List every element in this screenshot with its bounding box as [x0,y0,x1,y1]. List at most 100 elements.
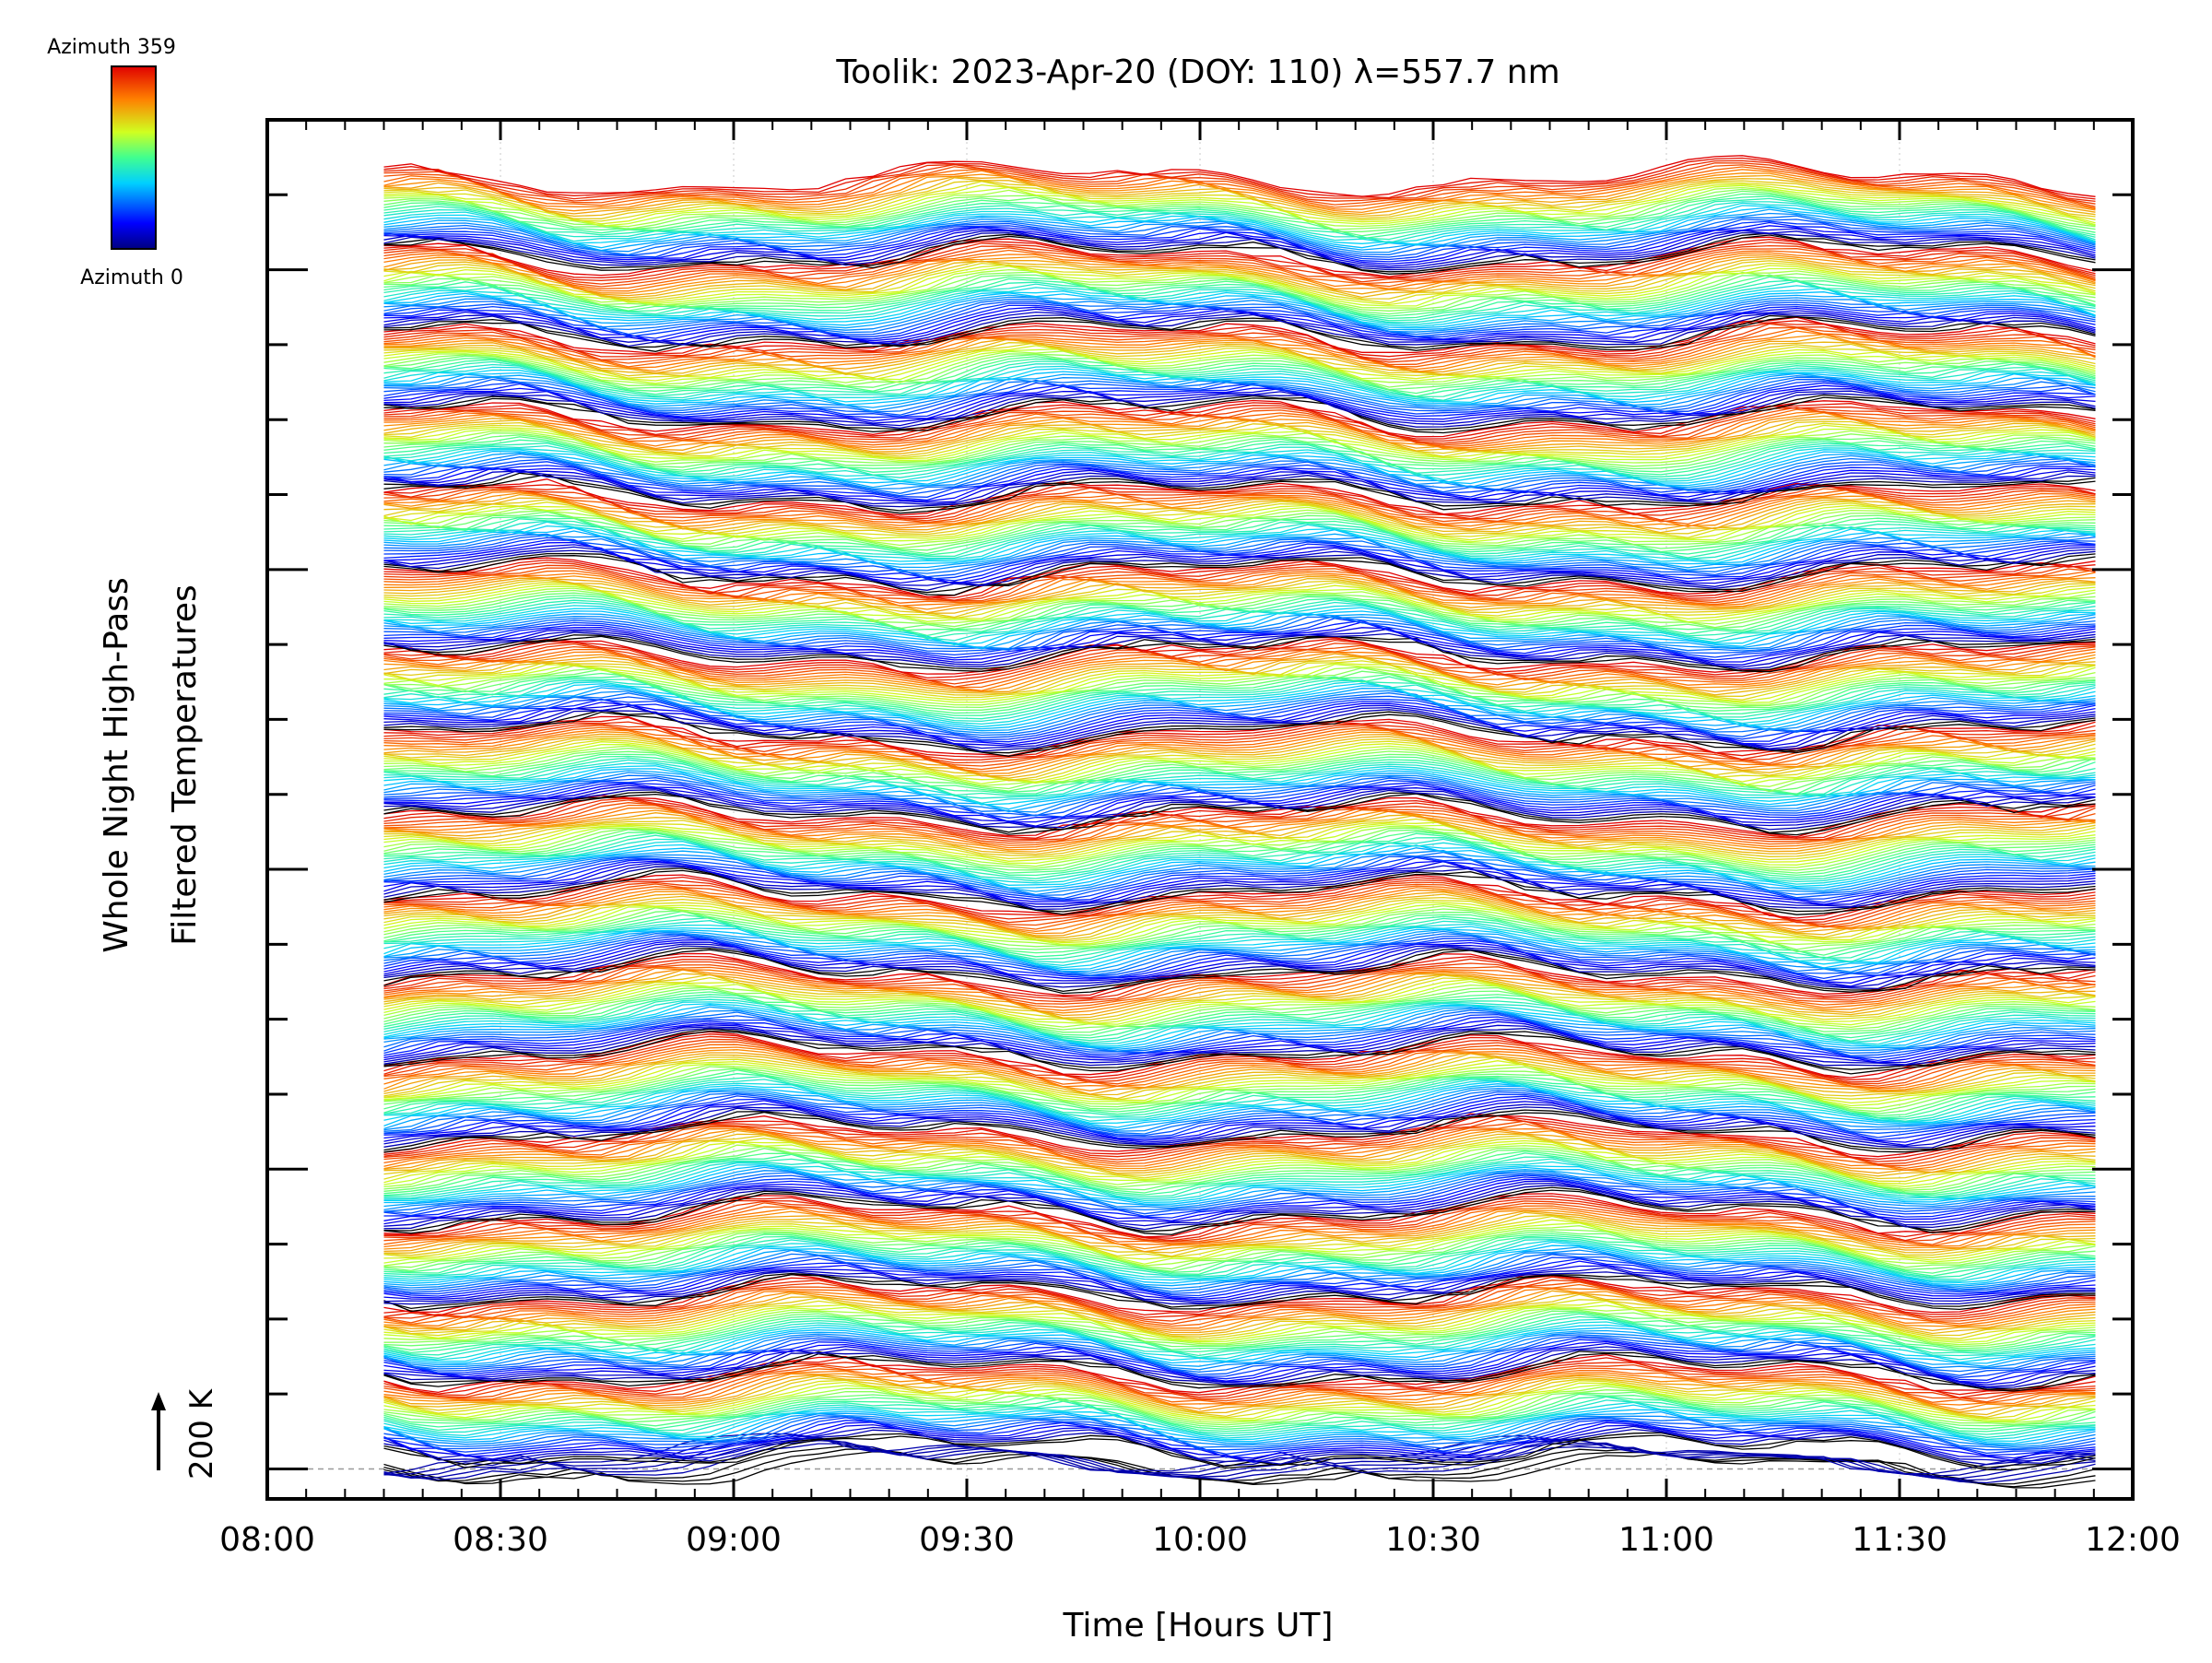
series-line [383,1260,2096,1301]
series-line [383,1281,2096,1326]
y-axis-label-line-1: Whole Night High-Pass [98,577,135,953]
series-line [383,1374,2096,1413]
series-line [383,976,2096,1023]
series-line [383,665,2096,706]
series-line [383,1391,2096,1428]
series-line [383,902,2096,944]
series-line [383,1275,2096,1316]
series-line [383,725,2096,767]
series-line [383,955,2096,998]
series-line [383,1211,2096,1254]
series-line [383,941,2096,987]
series-line [383,1292,2096,1336]
series-line [383,663,2096,703]
series-line [383,1097,2096,1143]
series-line [383,467,2096,502]
series-line [383,260,2096,301]
chart-title: Toolik: 2023-Apr-20 (DOY: 110) λ=557.7 n… [835,53,1559,91]
series-line [383,380,2096,418]
series-line [383,772,2096,813]
series-line [383,930,2096,974]
series-line [383,1016,2096,1062]
series-line [383,1148,2096,1193]
series-line [383,808,2096,851]
series-line [383,818,2096,861]
series-line [383,844,2096,889]
series-line [383,643,2096,685]
series-line [383,998,2096,1044]
series-line [383,1276,2096,1318]
series-line [383,1425,2096,1463]
series-line [383,743,2096,786]
series-line [383,1253,2096,1292]
series-line [383,1421,2096,1459]
series-line [383,575,2096,614]
series-line [383,469,2096,508]
series-line [383,561,2096,601]
series-line [383,444,2096,480]
series-line [383,980,2096,1026]
x-tick-label: 10:30 [1385,1521,1481,1559]
series-line [383,1412,2096,1448]
series-line [383,1176,2096,1219]
series-line [383,420,2096,457]
series-line [383,174,2096,216]
series-line [383,1337,2096,1378]
series-line [383,874,2096,919]
series-line [383,505,2096,543]
series-line [383,1004,2096,1049]
series-line [383,1093,2096,1138]
series-line [383,933,2096,976]
series-line [383,685,2096,730]
series-line [383,1028,2096,1070]
series-line [383,1233,2096,1274]
series-line [383,1448,2096,1488]
series-line [383,698,2096,743]
series-line [383,581,2096,619]
series-line [383,514,2096,555]
scale-arrow-head [151,1392,166,1410]
series-line [383,1409,2096,1445]
series-line [383,1420,2096,1458]
series-line [383,1003,2096,1047]
series-line [383,863,2096,908]
series-line [383,1089,2096,1135]
series-line [383,330,2096,371]
series-line [383,1308,2096,1348]
series-line [383,1423,2096,1463]
series-line [383,1069,2096,1116]
series-line [383,589,2096,629]
series-line [383,326,2096,366]
series-line [383,1215,2096,1258]
series-line [383,1085,2096,1131]
series-line [383,1106,2096,1149]
series-line [383,1339,2096,1381]
series-line [383,826,2096,868]
series-line [383,1310,2096,1350]
series-line [383,973,2096,1020]
series-line [383,356,2096,395]
series-line [383,1280,2096,1322]
series-line [383,731,2096,775]
series-line [383,1118,2096,1165]
series-line [383,1137,2096,1183]
series-line [383,456,2096,494]
series-line [383,239,2096,279]
series-line [383,195,2096,240]
series-line [383,1299,2096,1340]
series-line [383,612,2096,650]
series-line [383,866,2096,911]
grid-lines [266,120,2134,1499]
series-line [383,322,2096,360]
series-line [383,155,2096,197]
series-line [383,639,2096,681]
x-axis-label: Time [Hours UT] [1063,1607,1334,1645]
series-line [383,991,2096,1036]
series-line [383,183,2096,225]
series-line [383,592,2096,630]
series-line [383,274,2096,315]
series-line [383,807,2096,849]
series-line [383,306,2096,343]
series-line [383,964,2096,1005]
series-line [383,1128,2096,1171]
